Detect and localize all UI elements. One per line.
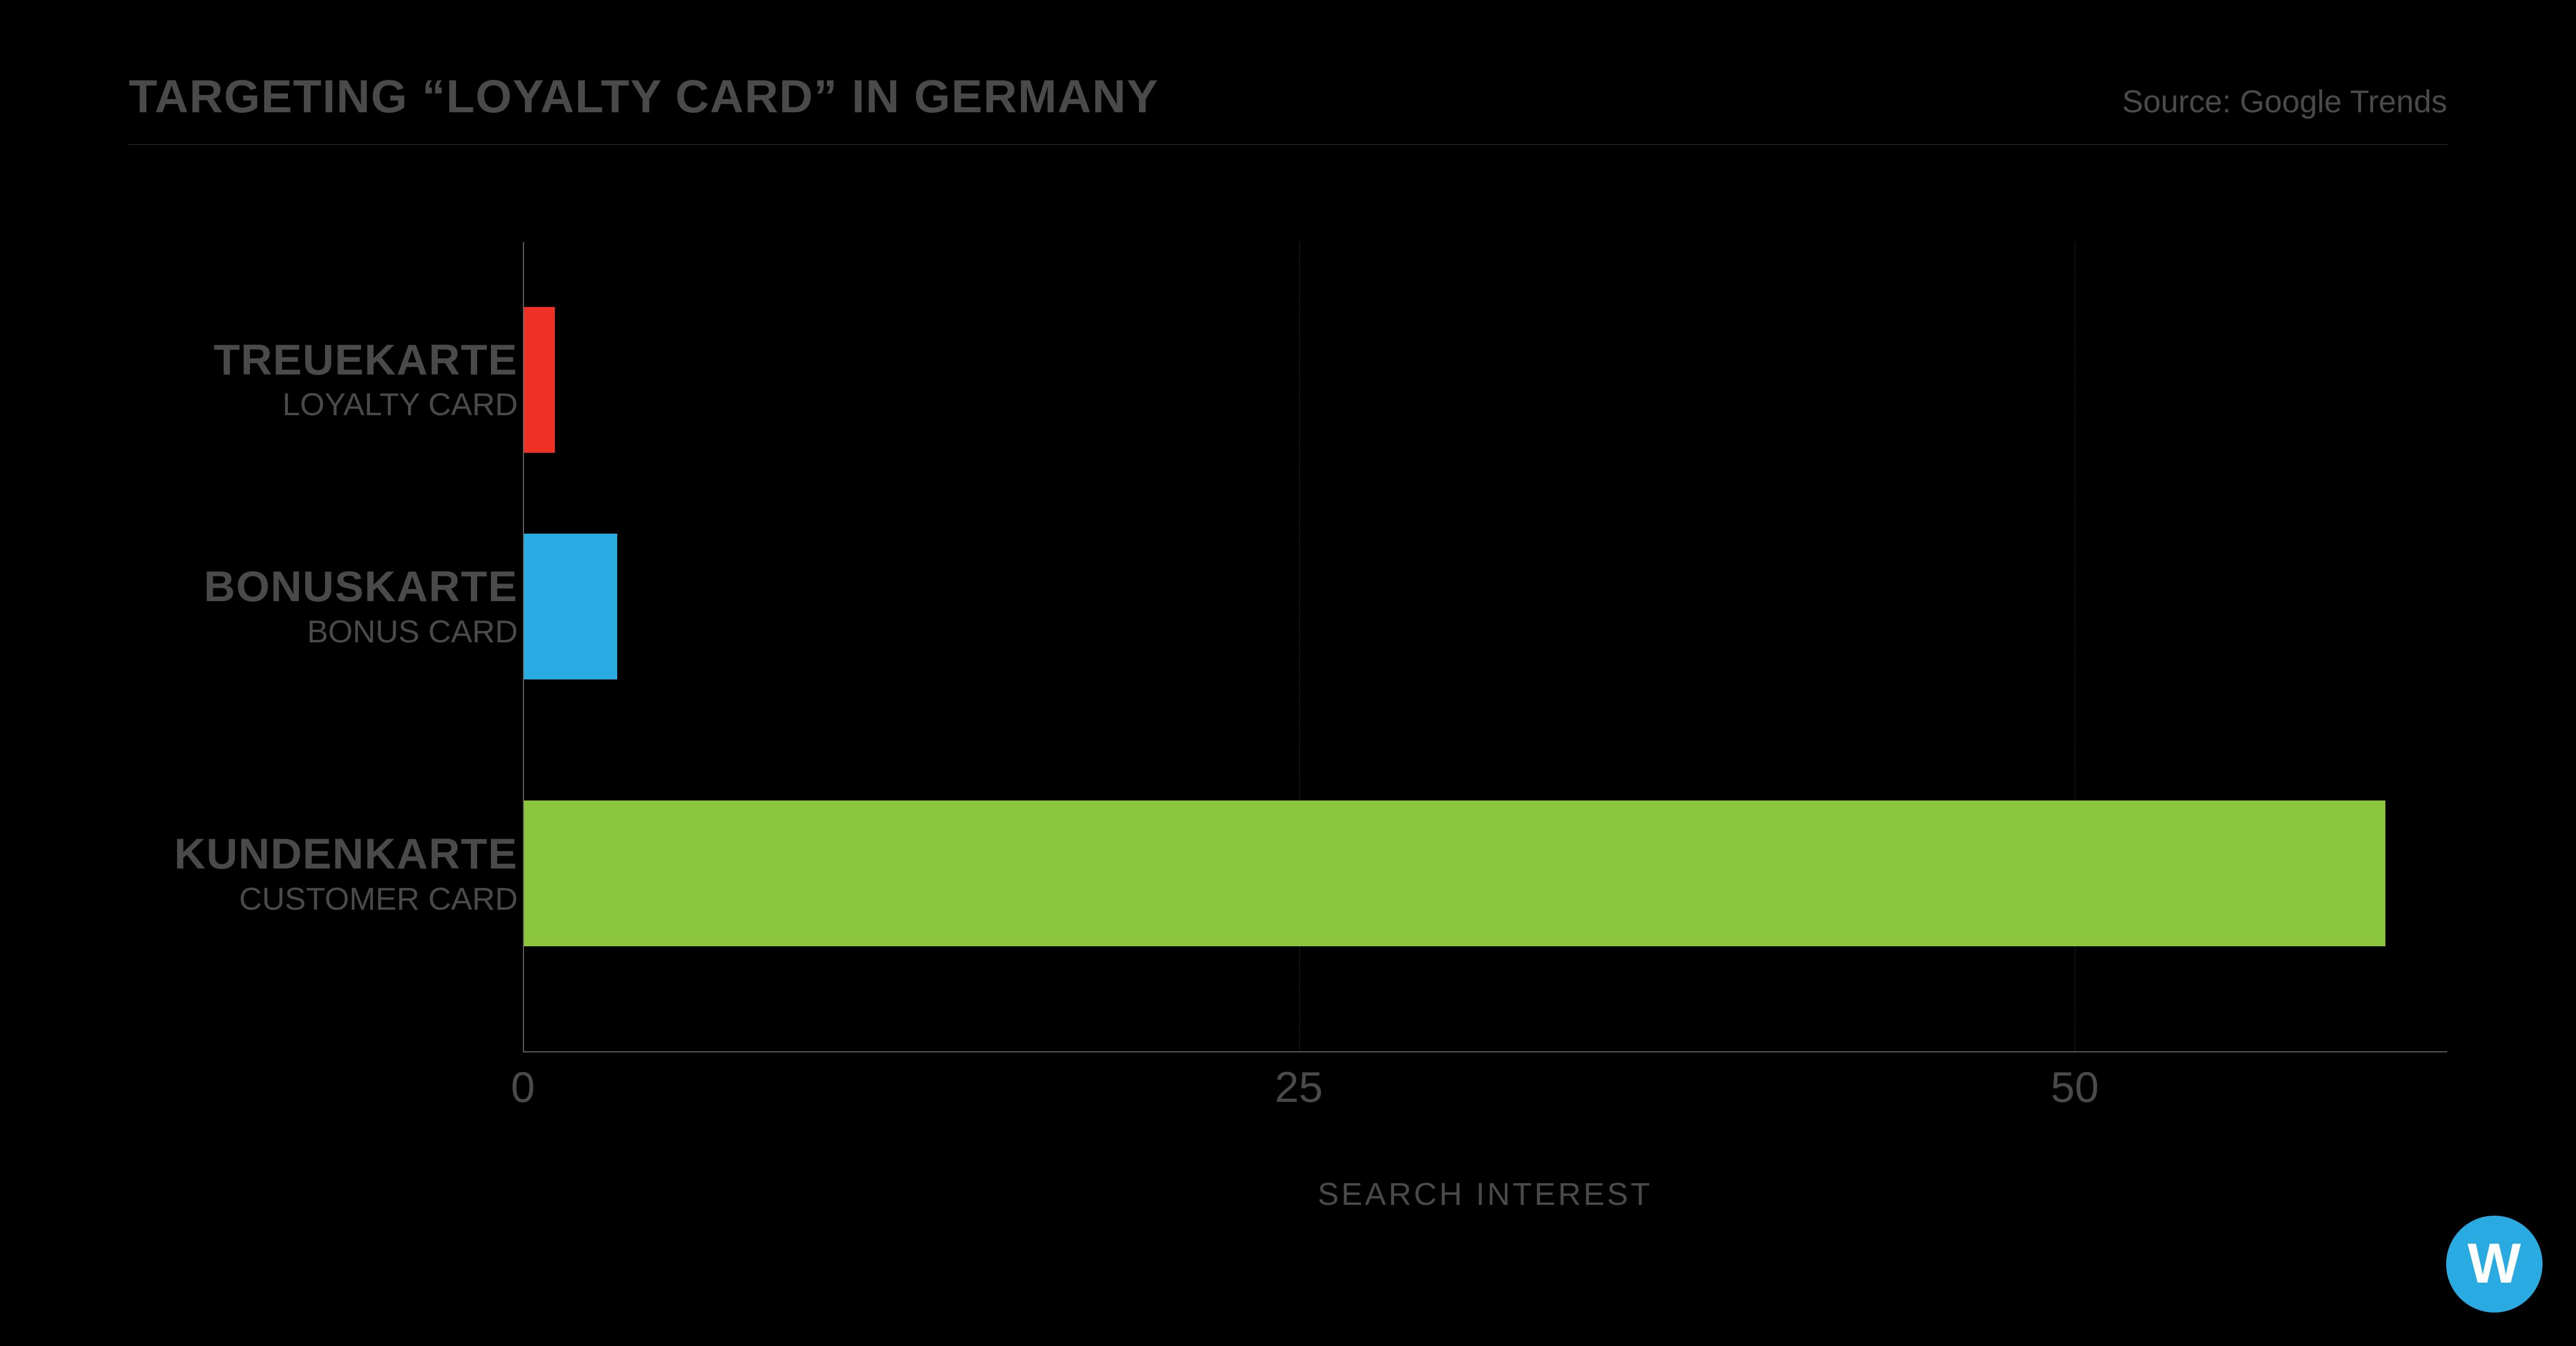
- category-label-bonuskarte: BONUSKARTE BONUS CARD: [204, 561, 523, 652]
- bar-bonuskarte: [524, 534, 617, 679]
- x-tick-label: 25: [1275, 1062, 1323, 1112]
- y-axis-labels: TREUEKARTE LOYALTY CARD BONUSKARTE BONUS…: [129, 242, 523, 1052]
- plot-area: [523, 242, 2447, 1052]
- category-sub-label: LOYALTY CARD: [213, 384, 518, 425]
- chart: TREUEKARTE LOYALTY CARD BONUSKARTE BONUS…: [129, 242, 2447, 1184]
- category-main-label: TREUEKARTE: [213, 335, 518, 385]
- category-label-kundenkarte: KUNDENKARTE CUSTOMER CARD: [174, 829, 523, 919]
- bar-treuekarte: [524, 307, 555, 453]
- brand-logo-letter: W: [2468, 1236, 2521, 1292]
- x-axis-title: SEARCH INTEREST: [523, 1176, 2447, 1213]
- brand-logo-icon: W: [2446, 1216, 2543, 1312]
- x-tick-label: 0: [511, 1062, 535, 1112]
- chart-frame: TARGETING “LOYALTY CARD” IN GERMANY Sour…: [0, 0, 2576, 1346]
- source-attribution: Source: Google Trends: [2122, 83, 2447, 120]
- category-main-label: KUNDENKARTE: [174, 829, 518, 879]
- chart-title: TARGETING “LOYALTY CARD” IN GERMANY: [129, 70, 1159, 124]
- header: TARGETING “LOYALTY CARD” IN GERMANY Sour…: [129, 70, 2447, 145]
- x-tick-label: 50: [2050, 1062, 2098, 1112]
- category-label-treuekarte: TREUEKARTE LOYALTY CARD: [213, 335, 523, 425]
- category-sub-label: BONUS CARD: [204, 611, 518, 653]
- category-main-label: BONUSKARTE: [204, 561, 518, 611]
- x-axis-ticks: 0 25 50: [523, 1062, 2447, 1119]
- bar-kundenkarte: [524, 800, 2385, 946]
- chart-area: TREUEKARTE LOYALTY CARD BONUSKARTE BONUS…: [129, 242, 2447, 1184]
- category-sub-label: CUSTOMER CARD: [174, 879, 518, 920]
